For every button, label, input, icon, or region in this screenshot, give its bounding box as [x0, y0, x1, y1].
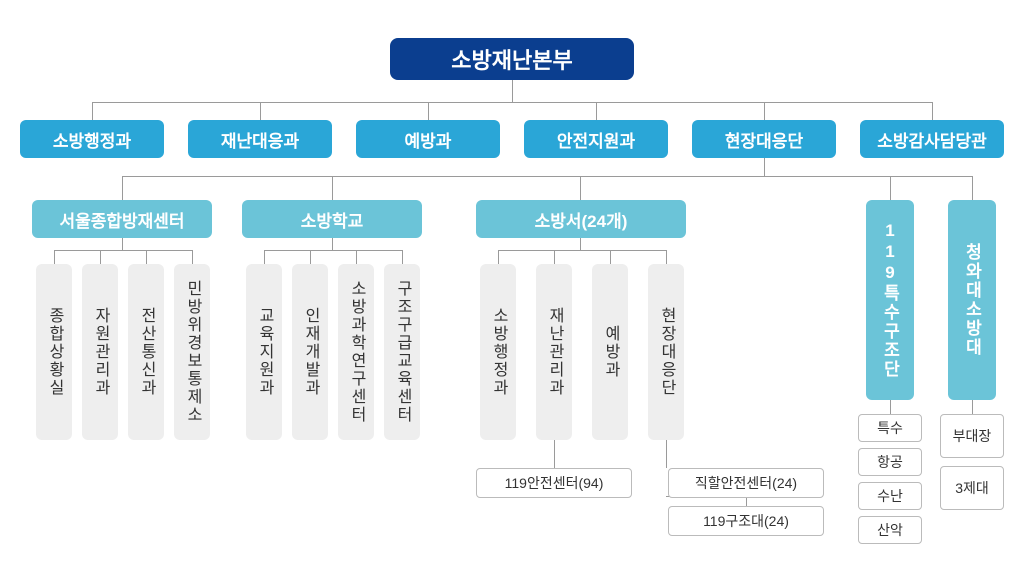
- child-label: 전산통신과: [134, 307, 158, 397]
- small-label: 3제대: [955, 478, 989, 498]
- g5-small-0: 부대장: [940, 414, 1004, 458]
- org-label: 청와대소방대: [960, 243, 985, 357]
- small-label: 특수: [877, 418, 903, 438]
- child-label: 민방위경보통제소: [180, 280, 204, 424]
- g3-child-1: 재난관리과: [536, 264, 572, 440]
- g3-child-2: 예방과: [592, 264, 628, 440]
- g1-child-3: 민방위경보통제소: [174, 264, 210, 440]
- dept-4: 현장대응단: [692, 120, 836, 158]
- g3-subright-0: 직할안전센터(24): [668, 468, 824, 498]
- dept-5: 소방감사담당관: [860, 120, 1004, 158]
- g2-child-0: 교육지원과: [246, 264, 282, 440]
- g3-child-0: 소방행정과: [480, 264, 516, 440]
- org-label: 119특수구조단: [878, 221, 903, 379]
- g3-subright-1: 119구조대(24): [668, 506, 824, 536]
- small-label: 부대장: [953, 426, 992, 446]
- org-4: 청와대소방대: [948, 200, 996, 400]
- small-label: 산악: [877, 520, 903, 540]
- small-label: 직할안전센터(24): [695, 473, 797, 493]
- child-label: 재난관리과: [542, 307, 566, 397]
- dept-label: 예방과: [405, 127, 452, 152]
- g2-child-1: 인재개발과: [292, 264, 328, 440]
- dept-1: 재난대응과: [188, 120, 332, 158]
- g2-child-3: 구조구급교육센터: [384, 264, 420, 440]
- small-label: 항공: [877, 452, 903, 472]
- org-label: 소방서(24개): [535, 207, 628, 232]
- small-label: 119안전센터(94): [505, 473, 604, 493]
- child-label: 소방과학연구센터: [344, 280, 368, 424]
- g4-small-0: 특수: [858, 414, 922, 442]
- child-label: 현장대응단: [654, 307, 678, 397]
- org-1: 소방학교: [242, 200, 422, 238]
- dept-label: 소방감사담당관: [877, 127, 986, 152]
- small-label: 119구조대(24): [703, 511, 789, 531]
- root-node: 소방재난본부: [390, 38, 634, 80]
- org-chart: 소방재난본부 소방행정과 재난대응과 예방과 안전지원과 현장대응단 소방감사담…: [20, 20, 1004, 568]
- child-label: 인재개발과: [298, 307, 322, 397]
- child-label: 예방과: [598, 325, 622, 379]
- root-label: 소방재난본부: [451, 43, 572, 75]
- dept-label: 현장대응단: [725, 127, 803, 152]
- org-0: 서울종합방재센터: [32, 200, 212, 238]
- dept-0: 소방행정과: [20, 120, 164, 158]
- org-label: 서울종합방재센터: [59, 207, 184, 232]
- small-label: 수난: [877, 486, 903, 506]
- child-label: 소방행정과: [486, 307, 510, 397]
- dept-2: 예방과: [356, 120, 500, 158]
- child-label: 자원관리과: [88, 307, 112, 397]
- g4-small-1: 항공: [858, 448, 922, 476]
- g1-child-0: 종합상황실: [36, 264, 72, 440]
- g3-subleft-0: 119안전센터(94): [476, 468, 632, 498]
- g3-child-3: 현장대응단: [648, 264, 684, 440]
- org-2: 소방서(24개): [476, 200, 686, 238]
- child-label: 종합상황실: [42, 307, 66, 397]
- child-label: 교육지원과: [252, 307, 276, 397]
- dept-label: 안전지원과: [557, 127, 635, 152]
- org-3: 119특수구조단: [866, 200, 914, 400]
- g1-child-2: 전산통신과: [128, 264, 164, 440]
- dept-label: 소방행정과: [53, 127, 131, 152]
- g4-small-2: 수난: [858, 482, 922, 510]
- dept-3: 안전지원과: [524, 120, 668, 158]
- g2-child-2: 소방과학연구센터: [338, 264, 374, 440]
- dept-label: 재난대응과: [221, 127, 299, 152]
- g4-small-3: 산악: [858, 516, 922, 544]
- g1-child-1: 자원관리과: [82, 264, 118, 440]
- org-label: 소방학교: [301, 207, 364, 232]
- g5-small-1: 3제대: [940, 466, 1004, 510]
- child-label: 구조구급교육센터: [390, 280, 414, 424]
